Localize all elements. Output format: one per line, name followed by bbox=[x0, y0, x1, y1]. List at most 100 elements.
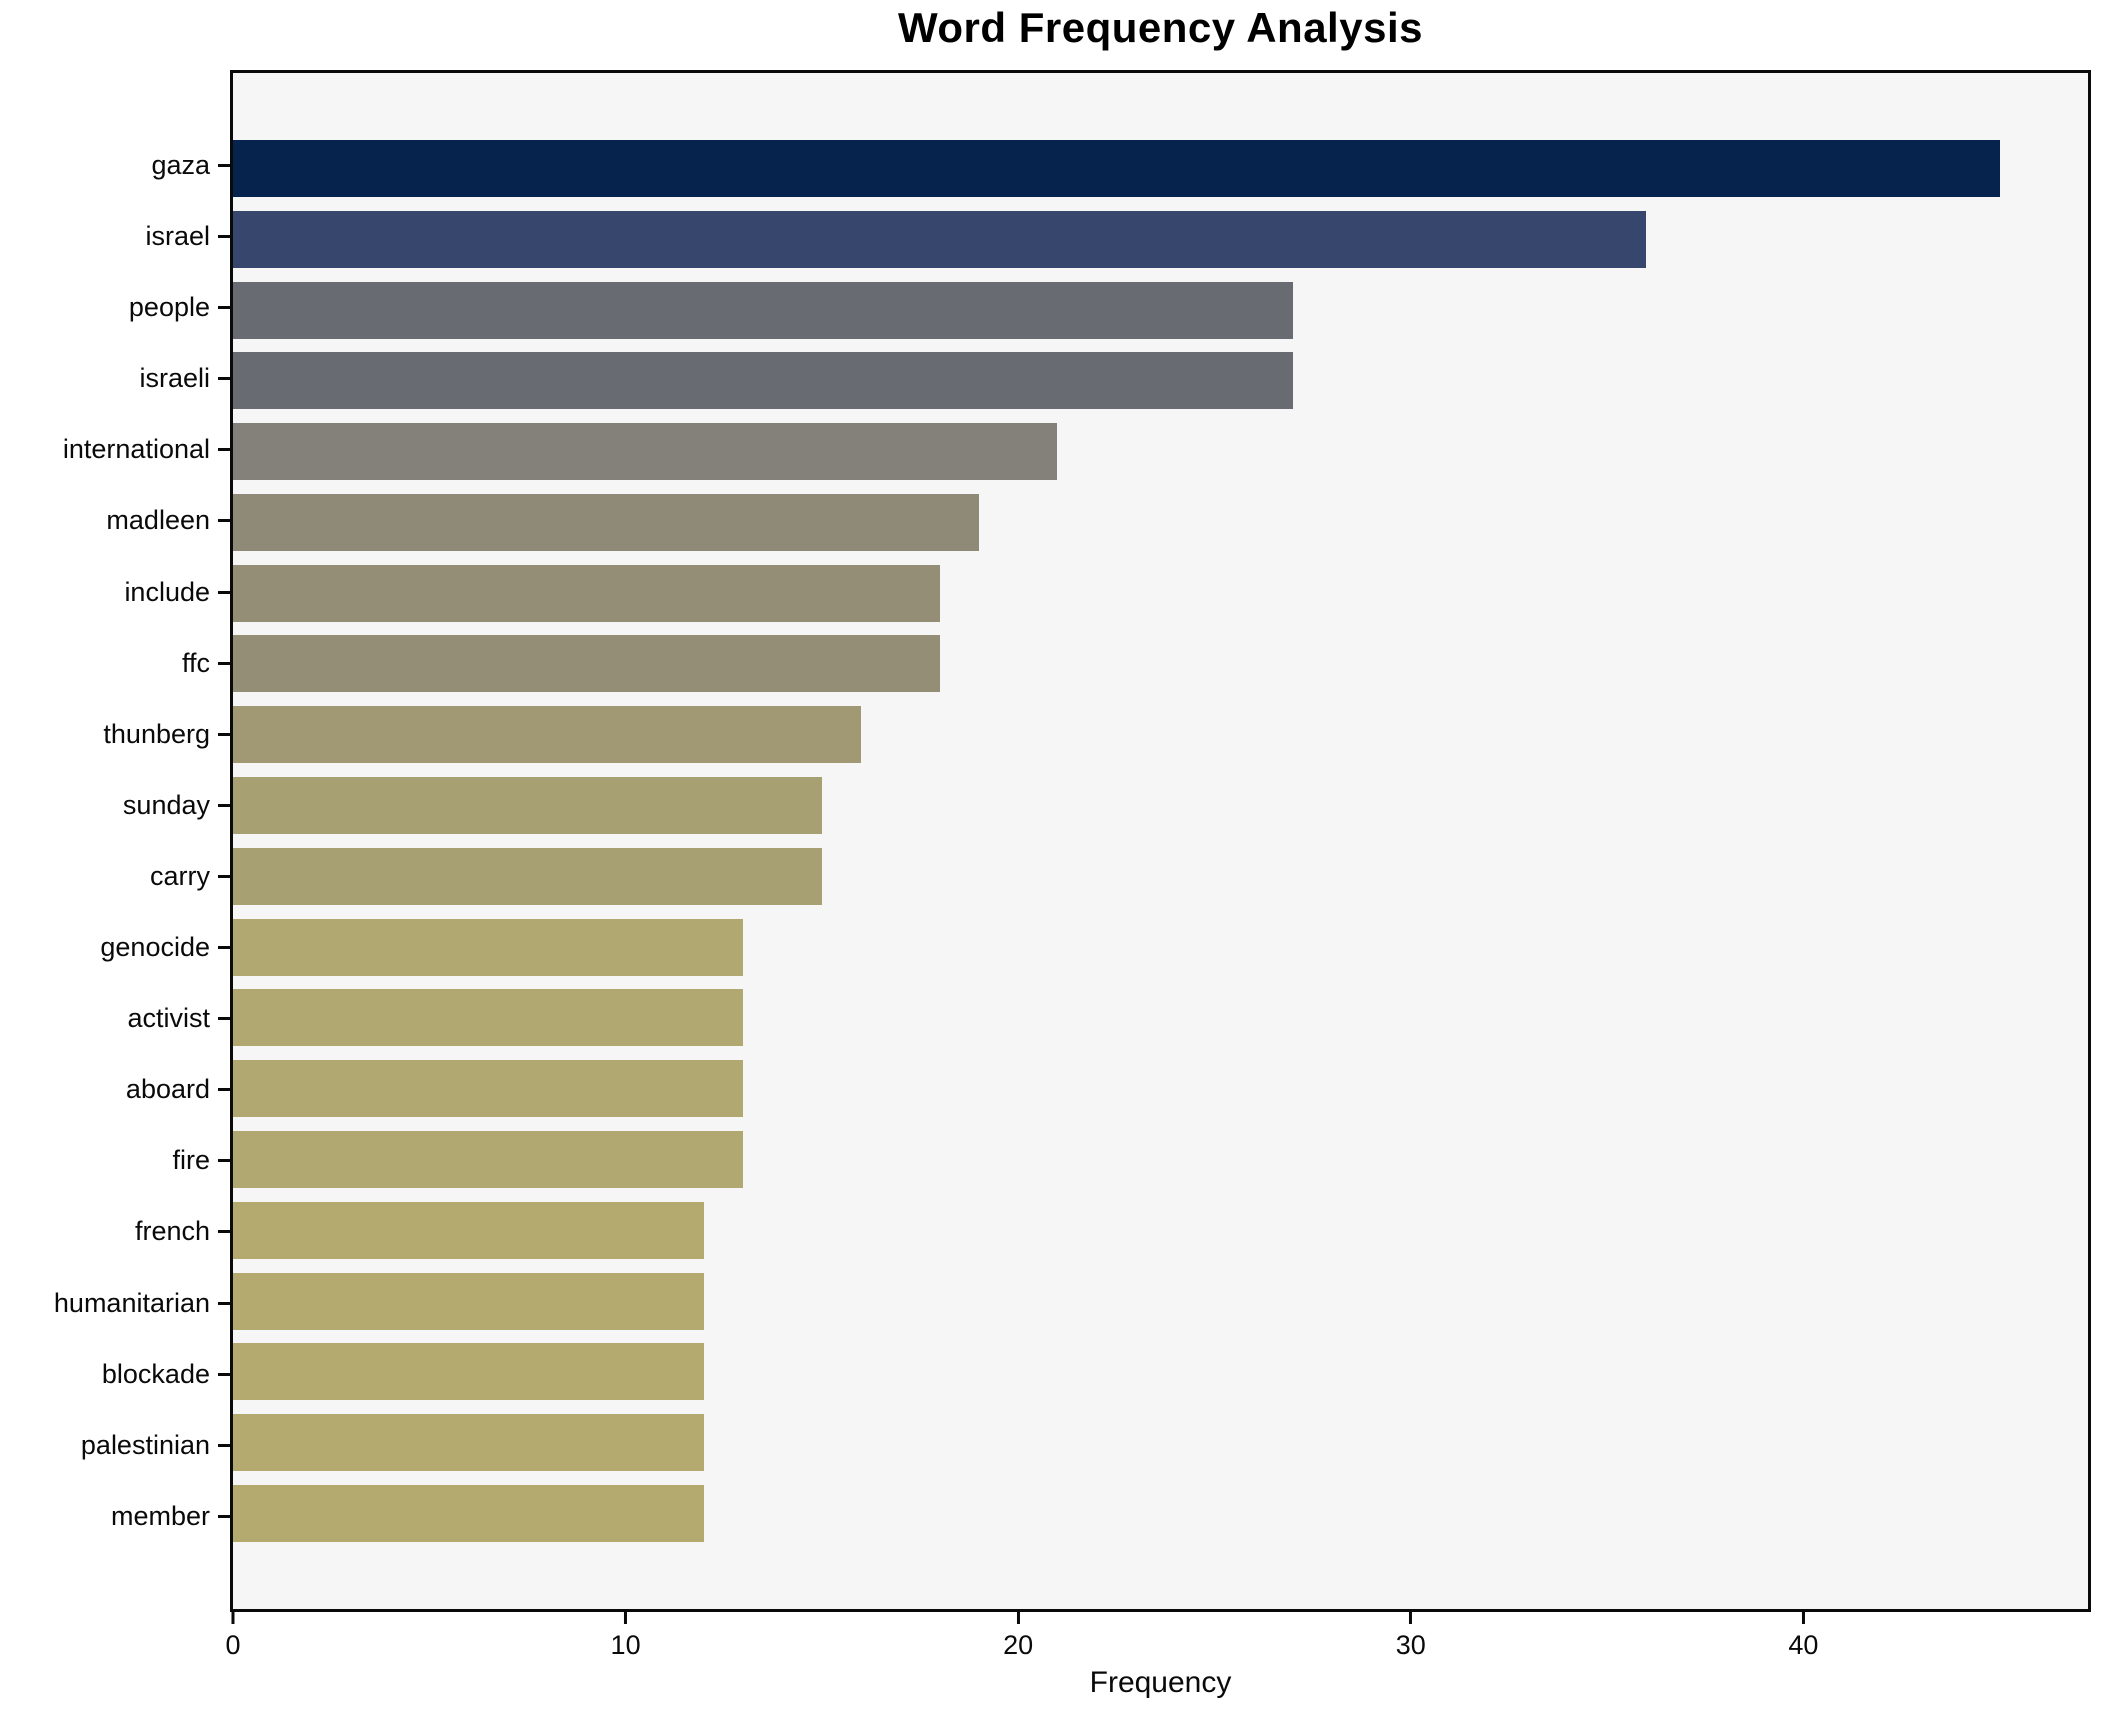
bar-row bbox=[233, 1484, 2088, 1542]
bar-ffc bbox=[233, 635, 940, 693]
bar-row bbox=[233, 1060, 2088, 1118]
y-tick-row: include bbox=[0, 564, 230, 621]
x-tick-20: 20 bbox=[1003, 1612, 1033, 1661]
y-tick-mark bbox=[218, 377, 230, 381]
bar-row bbox=[233, 1414, 2088, 1472]
y-tick-row: palestinian bbox=[0, 1417, 230, 1474]
x-axis-title: Frequency bbox=[1089, 1666, 1232, 1699]
y-tick-mark bbox=[218, 946, 230, 950]
bar-sunday bbox=[233, 777, 822, 835]
y-tick-row: madleen bbox=[0, 492, 230, 549]
plot-area bbox=[230, 70, 2091, 1612]
bar-row bbox=[233, 918, 2088, 976]
y-tick-row: carry bbox=[0, 848, 230, 905]
y-tick-mark bbox=[218, 519, 230, 523]
y-tick-row: israeli bbox=[0, 350, 230, 407]
y-tick-mark bbox=[218, 448, 230, 452]
bar-row bbox=[233, 564, 2088, 622]
y-tick-label-member: member bbox=[110, 1500, 210, 1531]
bar-row bbox=[233, 493, 2088, 551]
y-tick-label-israeli: israeli bbox=[139, 363, 210, 394]
y-tick-label-activist: activist bbox=[127, 1003, 210, 1034]
y-tick-mark bbox=[218, 803, 230, 807]
x-tick-label: 30 bbox=[1395, 1630, 1426, 1660]
y-tick-label-madleen: madleen bbox=[106, 505, 210, 536]
y-tick-mark bbox=[218, 235, 230, 239]
x-tick-0: 0 bbox=[225, 1612, 241, 1661]
y-tick-label-international: international bbox=[62, 434, 210, 465]
y-tick-label-aboard: aboard bbox=[125, 1074, 210, 1105]
bar-people bbox=[233, 281, 1293, 339]
bar-gaza bbox=[233, 140, 2000, 197]
y-tick-label-carry: carry bbox=[150, 860, 210, 891]
x-tick-30: 30 bbox=[1396, 1612, 1426, 1661]
y-tick-label-include: include bbox=[124, 576, 210, 607]
y-tick-row: blockade bbox=[0, 1346, 230, 1403]
y-tick-row: gaza bbox=[0, 137, 230, 194]
x-tick-mark bbox=[231, 1612, 235, 1624]
y-tick-label-sunday: sunday bbox=[122, 789, 210, 820]
y-tick-row: sunday bbox=[0, 777, 230, 834]
x-tick-mark bbox=[624, 1612, 628, 1624]
bar-row bbox=[233, 1343, 2088, 1401]
bar-row bbox=[233, 140, 2088, 197]
y-tick-row: ffc bbox=[0, 635, 230, 692]
y-tick-mark bbox=[218, 1088, 230, 1092]
y-tick-mark bbox=[218, 1372, 230, 1376]
y-tick-mark bbox=[218, 661, 230, 665]
x-tick-10: 10 bbox=[611, 1612, 641, 1661]
y-tick-label-israel: israel bbox=[145, 221, 210, 252]
bar-row bbox=[233, 706, 2088, 764]
y-tick-row: french bbox=[0, 1203, 230, 1260]
bar-row bbox=[233, 847, 2088, 905]
y-tick-mark bbox=[218, 590, 230, 594]
x-tick-40: 40 bbox=[1788, 1612, 1818, 1661]
y-tick-mark bbox=[218, 1159, 230, 1163]
x-tick-label: 10 bbox=[610, 1630, 641, 1660]
x-tick-label: 20 bbox=[1003, 1630, 1034, 1660]
bar-international bbox=[233, 423, 1058, 481]
bar-row bbox=[233, 1272, 2088, 1330]
y-tick-label-blockade: blockade bbox=[101, 1358, 210, 1389]
y-tick-row: people bbox=[0, 279, 230, 336]
bar-humanitarian bbox=[233, 1272, 705, 1330]
y-tick-label-fire: fire bbox=[172, 1145, 210, 1176]
bar-israel bbox=[233, 210, 1647, 268]
bar-carry bbox=[233, 847, 822, 905]
y-tick-label-gaza: gaza bbox=[151, 150, 210, 180]
x-tick-label: 40 bbox=[1788, 1630, 1819, 1660]
bar-aboard bbox=[233, 1060, 744, 1118]
bar-row bbox=[233, 352, 2088, 410]
bar-genocide bbox=[233, 918, 744, 976]
y-tick-row: activist bbox=[0, 990, 230, 1047]
y-tick-row: thunberg bbox=[0, 706, 230, 763]
bar-fire bbox=[233, 1130, 744, 1188]
bar-french bbox=[233, 1201, 705, 1259]
bar-row bbox=[233, 423, 2088, 481]
bar-include bbox=[233, 564, 940, 622]
bar-israeli bbox=[233, 352, 1293, 410]
bars-layer bbox=[233, 73, 2088, 1609]
x-tick-label: 0 bbox=[225, 1630, 241, 1660]
y-tick-row: fire bbox=[0, 1132, 230, 1189]
y-tick-label-humanitarian: humanitarian bbox=[53, 1287, 210, 1318]
y-tick-mark bbox=[218, 732, 230, 736]
y-tick-mark bbox=[218, 164, 230, 167]
bar-row bbox=[233, 777, 2088, 835]
y-tick-mark bbox=[218, 874, 230, 878]
bar-row bbox=[233, 635, 2088, 693]
y-tick-label-ffc: ffc bbox=[181, 647, 210, 678]
bar-madleen bbox=[233, 493, 979, 551]
bar-activist bbox=[233, 989, 744, 1047]
bar-row bbox=[233, 210, 2088, 268]
chart-title: Word Frequency Analysis bbox=[898, 4, 1423, 51]
bar-row bbox=[233, 989, 2088, 1047]
bar-palestinian bbox=[233, 1414, 705, 1472]
y-tick-label-french: french bbox=[134, 1216, 210, 1247]
bar-member bbox=[233, 1484, 705, 1542]
bar-row bbox=[233, 1130, 2088, 1188]
y-tick-mark bbox=[218, 1017, 230, 1021]
bar-thunberg bbox=[233, 706, 862, 764]
y-tick-mark bbox=[218, 1443, 230, 1447]
